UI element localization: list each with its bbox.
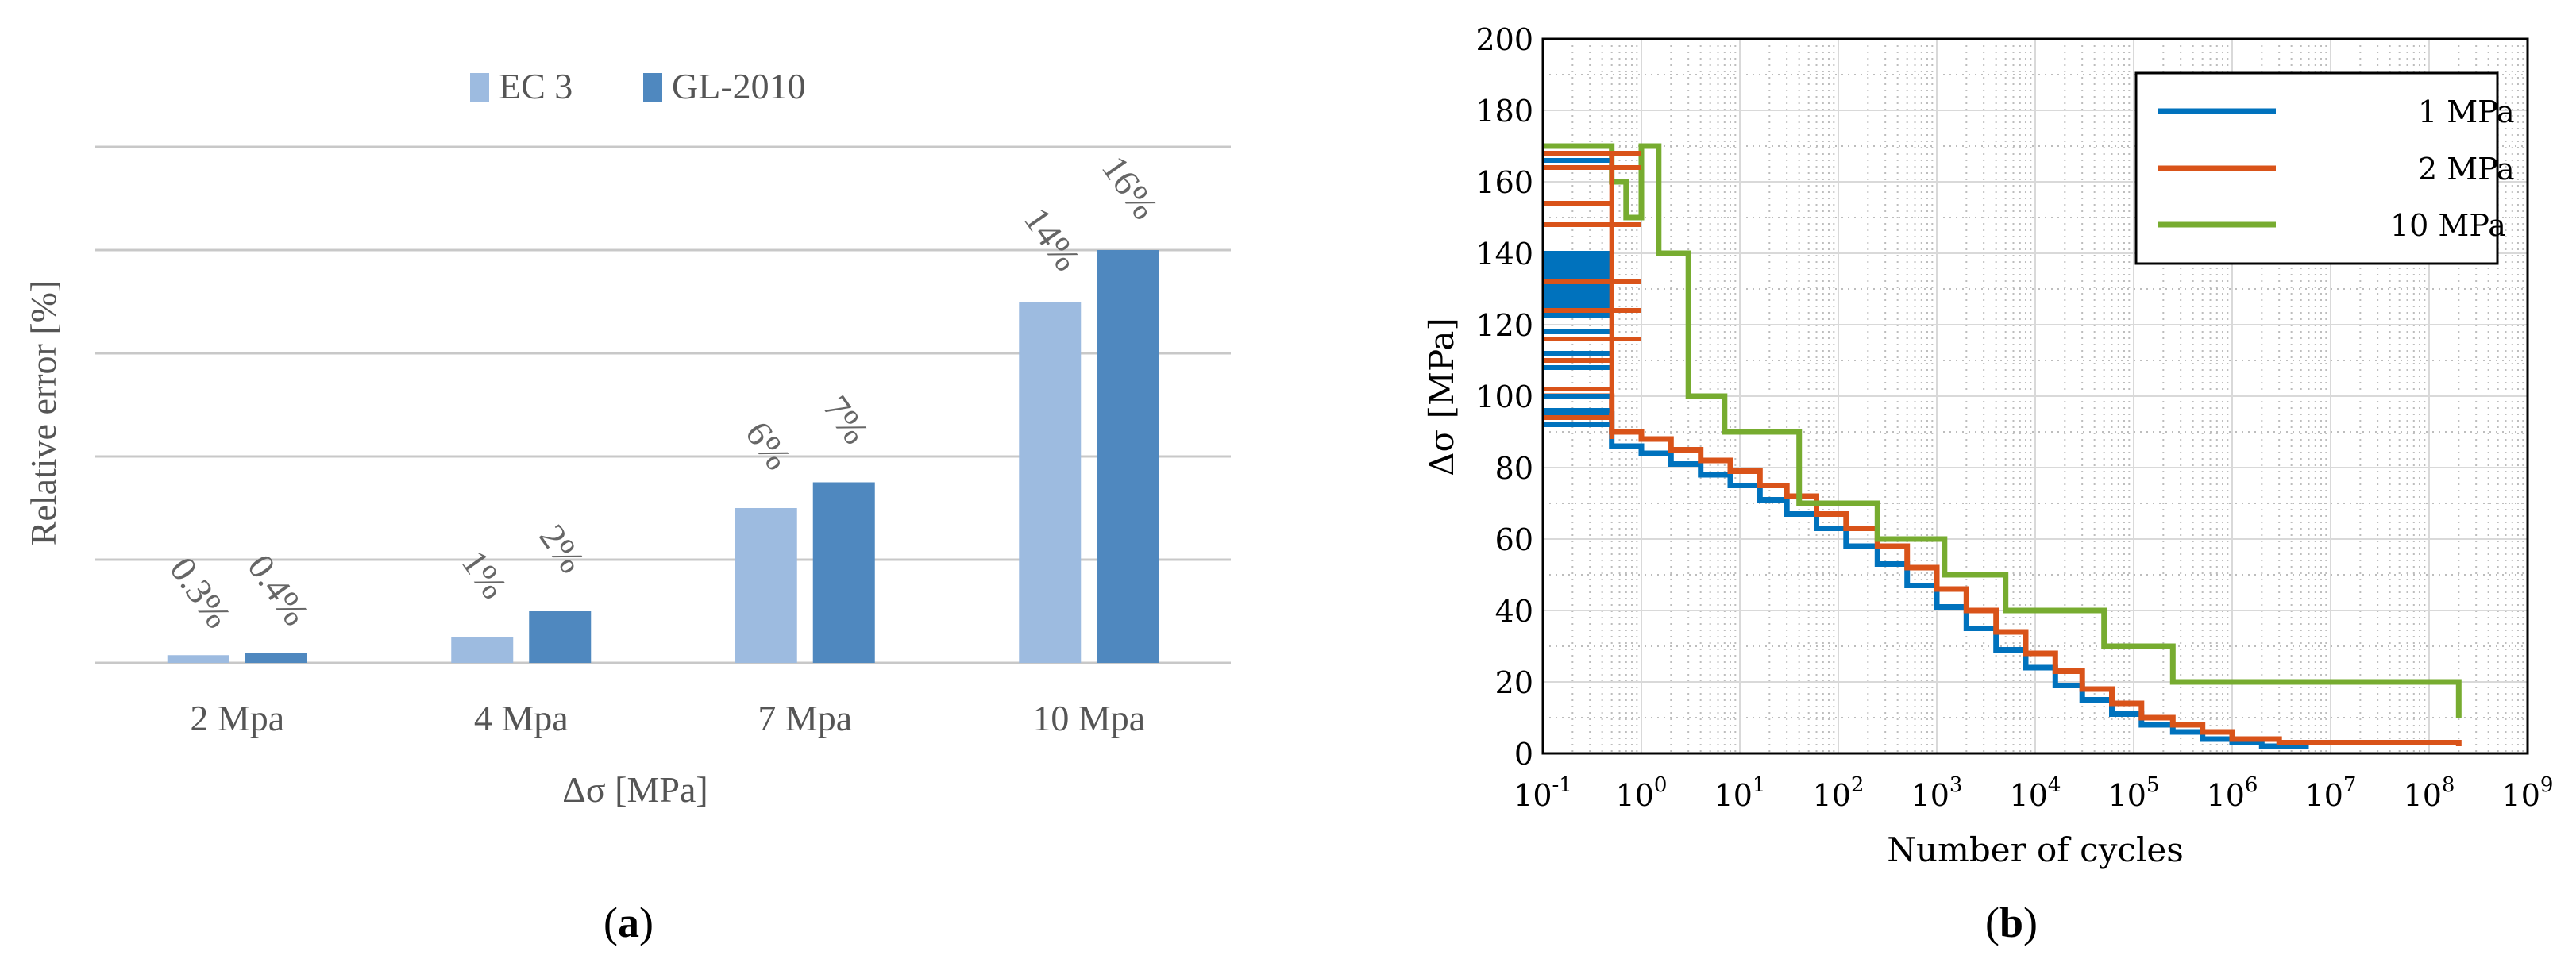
y-tick-label-120: 120 bbox=[1475, 308, 1533, 343]
bar-label-ec-3-10-mpa: 14% bbox=[1016, 200, 1088, 278]
y-tick-label-160: 160 bbox=[1475, 165, 1533, 200]
bar-chart-category-labels: 2 Mpa 4 Mpa 7 Mpa 10 Mpa bbox=[190, 698, 1145, 738]
x-tick-label-1e8: 108 bbox=[2404, 773, 2455, 813]
x-tick-base: 10 bbox=[2502, 778, 2540, 813]
line-chart-y-tick-labels: 0 20 40 60 80 100 120 140 160 180 200 bbox=[1475, 22, 1533, 772]
bar-gl-2010-2-mpa bbox=[245, 653, 307, 663]
y-tick-label-60: 60 bbox=[1495, 522, 1533, 557]
x-tick-label-1e-1: 10-1 bbox=[1514, 773, 1572, 813]
x-tick-base: 10 bbox=[2305, 778, 2343, 813]
bar-label-ec-3-4-mpa: 1% bbox=[453, 543, 515, 606]
bar-ec-3-2-mpa bbox=[167, 655, 229, 663]
x-tick-label-1e1: 101 bbox=[1714, 773, 1766, 813]
legend-swatch-ec3 bbox=[470, 73, 489, 102]
legend-label-1mpa: 1 MPa bbox=[2418, 94, 2515, 129]
x-tick-label-1e7: 107 bbox=[2305, 773, 2357, 813]
bar-chart-y-axis-label: Relative error [%] bbox=[23, 280, 64, 546]
y-tick-label-0: 0 bbox=[1514, 737, 1533, 772]
bar-gl-2010-4-mpa bbox=[529, 611, 592, 663]
line-chart-axes-box bbox=[1541, 37, 2529, 755]
x-tick-base: 10 bbox=[1813, 778, 1851, 813]
panel-b-caption: (b) bbox=[1985, 899, 2038, 946]
x-tick-exponent: 1 bbox=[1753, 773, 1766, 797]
x-tick-exponent: 3 bbox=[1949, 773, 1963, 797]
bar-ec-3-7-mpa bbox=[735, 508, 797, 663]
bar-chart-x-axis-label: Δσ [MPa] bbox=[562, 769, 708, 810]
panel-a-caption: (a) bbox=[604, 899, 654, 946]
x-tick-base: 10 bbox=[2207, 778, 2245, 813]
x-tick-exponent: 5 bbox=[2146, 773, 2160, 797]
x-tick-exponent: 9 bbox=[2540, 773, 2554, 797]
bar-label-gl-2010-10-mpa: 16% bbox=[1094, 148, 1166, 226]
x-tick-base: 10 bbox=[2404, 778, 2442, 813]
bar-label-gl-2010-7-mpa: 7% bbox=[816, 388, 877, 451]
y-tick-label-80: 80 bbox=[1495, 451, 1533, 486]
x-tick-base: 10 bbox=[1514, 778, 1552, 813]
panel-b-letter: b bbox=[1999, 899, 2023, 946]
category-label-10-mpa: 10 Mpa bbox=[1032, 698, 1145, 738]
x-tick-exponent: 2 bbox=[1851, 773, 1865, 797]
x-tick-label-1e0: 100 bbox=[1616, 773, 1668, 813]
x-tick-base: 10 bbox=[1616, 778, 1654, 813]
y-tick-label-40: 40 bbox=[1495, 594, 1533, 629]
line-chart-x-axis-label: Number of cycles bbox=[1887, 830, 2184, 869]
legend-swatch-gl2010 bbox=[643, 73, 662, 102]
category-label-4-mpa: 4 Mpa bbox=[474, 698, 569, 738]
line-chart-x-tick-labels: 10-1 100 101 102 103 104 105 106 107 108 109 bbox=[1514, 773, 2553, 813]
bar-chart-legend: EC 3 GL-2010 bbox=[470, 66, 806, 106]
x-tick-label-1e2: 102 bbox=[1813, 773, 1865, 813]
x-tick-label-1e3: 103 bbox=[1911, 773, 1963, 813]
x-tick-base: 10 bbox=[1714, 778, 1753, 813]
panel-a-letter: a bbox=[618, 899, 639, 946]
bar-chart-panel: EC 3 GL-2010 0.3% 0.4% 1% 2%6% 7%14%16% 2 Mp… bbox=[23, 66, 1231, 946]
legend-label-gl2010: GL-2010 bbox=[672, 66, 806, 106]
y-tick-label-180: 180 bbox=[1475, 94, 1533, 129]
y-tick-label-140: 140 bbox=[1475, 237, 1533, 272]
line-chart-series bbox=[1543, 143, 2462, 749]
line-chart-y-axis-label: Δσ [MPa] bbox=[1422, 318, 1461, 476]
series-line-1-mpa bbox=[1543, 411, 2309, 749]
line-chart-legend: 1 MPa 2 MPa 10 MPa bbox=[2134, 71, 2515, 265]
x-tick-label-1e4: 104 bbox=[2010, 773, 2061, 813]
bar-chart-data-labels: 0.3% 0.4% 1% 2%6% 7%14%16% bbox=[162, 148, 1166, 635]
series-line-10-mpa bbox=[1543, 143, 2462, 718]
y-tick-label-200: 200 bbox=[1475, 22, 1533, 57]
series-line-2-mpa bbox=[1543, 393, 2462, 746]
bar-gl-2010-10-mpa bbox=[1097, 250, 1159, 663]
bar-ec-3-10-mpa bbox=[1019, 302, 1082, 663]
x-tick-base: 10 bbox=[1911, 778, 1949, 813]
bar-chart-bars bbox=[167, 250, 1159, 663]
x-tick-exponent: 6 bbox=[2245, 773, 2258, 797]
y-tick-label-20: 20 bbox=[1495, 665, 1533, 700]
x-tick-label-1e6: 106 bbox=[2207, 773, 2258, 813]
category-label-2-mpa: 2 Mpa bbox=[190, 698, 284, 738]
x-tick-label-1e9: 109 bbox=[2502, 773, 2554, 813]
legend-label-10mpa: 10 MPa bbox=[2390, 208, 2506, 243]
bar-ec-3-4-mpa bbox=[451, 637, 514, 663]
x-tick-base: 10 bbox=[2108, 778, 2146, 813]
category-label-7-mpa: 7 Mpa bbox=[758, 698, 852, 738]
series-1mpa-lowcycle-block bbox=[1543, 253, 1612, 318]
x-tick-exponent: -1 bbox=[1552, 773, 1572, 797]
legend-label-2mpa: 2 MPa bbox=[2418, 152, 2515, 187]
x-tick-base: 10 bbox=[2010, 778, 2048, 813]
bar-gl-2010-7-mpa bbox=[812, 482, 875, 663]
legend-label-ec3: EC 3 bbox=[499, 66, 573, 106]
x-tick-exponent: 0 bbox=[1654, 773, 1668, 797]
bar-label-ec-3-2-mpa: 0.3% bbox=[162, 549, 239, 635]
x-tick-exponent: 7 bbox=[2343, 773, 2357, 797]
x-tick-label-1e5: 105 bbox=[2108, 773, 2160, 813]
bar-label-gl-2010-4-mpa: 2% bbox=[531, 517, 592, 580]
y-tick-label-100: 100 bbox=[1475, 379, 1533, 414]
bar-label-ec-3-7-mpa: 6% bbox=[738, 414, 799, 476]
x-tick-exponent: 8 bbox=[2442, 773, 2455, 797]
x-tick-exponent: 4 bbox=[2048, 773, 2061, 797]
